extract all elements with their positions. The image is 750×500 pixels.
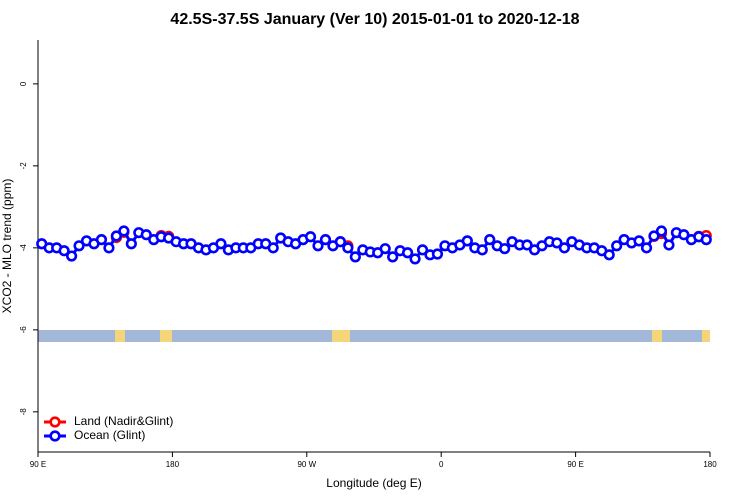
y-tick-label: -8 [19, 408, 28, 416]
data-point [379, 243, 391, 255]
data-point [431, 248, 444, 260]
data-point [65, 250, 78, 262]
data-point [103, 242, 115, 254]
data-point [140, 229, 152, 241]
data-point [663, 239, 675, 251]
data-point [304, 231, 317, 243]
data-point [551, 237, 563, 249]
land-patch [115, 330, 125, 342]
data-point [648, 230, 660, 242]
surface-strip [38, 330, 710, 342]
data-point [499, 243, 511, 255]
data-point [110, 230, 122, 242]
data-point [215, 238, 227, 250]
data-point [611, 240, 623, 252]
land-patch [332, 330, 350, 342]
y-tick-label: -6 [19, 326, 28, 334]
data-point [387, 251, 399, 263]
data-point [125, 238, 137, 250]
ocean-strip [38, 330, 710, 342]
x-tick-label: 90 E [567, 460, 583, 469]
data-point [416, 244, 429, 256]
x-tick-label: 90 W [297, 460, 316, 469]
data-point [342, 242, 354, 254]
data-point [461, 235, 473, 247]
data-point [558, 242, 571, 254]
data-point [484, 234, 496, 246]
x-tick-label: 0 [439, 460, 444, 469]
x-tick-label: 90 E [30, 460, 46, 469]
data-point [633, 235, 645, 247]
legend-marker [49, 430, 61, 442]
data-point [73, 240, 85, 252]
y-tick-label: -4 [19, 244, 28, 252]
y-tick-label: -2 [19, 162, 28, 170]
x-tick-label: 180 [166, 460, 180, 469]
data-point [58, 245, 70, 257]
x-tick-label: 180 [703, 460, 717, 469]
land-patch [160, 330, 172, 342]
data-point [118, 225, 130, 237]
data-point [312, 240, 324, 252]
data-point [678, 229, 690, 241]
y-tick-label: 0 [19, 81, 28, 86]
data-point [349, 251, 361, 263]
data-point [603, 249, 615, 261]
data-point [319, 234, 332, 246]
data-point [334, 236, 347, 248]
data-point [640, 242, 653, 254]
data-point [476, 244, 488, 256]
legend-label: Land (Nadir&Glint) [74, 414, 173, 428]
land-patch [652, 330, 662, 342]
data-point [655, 225, 668, 237]
data-point [402, 247, 414, 259]
legend-label: Ocean (Glint) [74, 428, 145, 442]
data-point [700, 234, 712, 246]
data-point [267, 242, 279, 254]
data-point [521, 239, 533, 251]
chart-title: 42.5S-37.5S January (Ver 10) 2015-01-01 … [170, 11, 579, 28]
data-point [95, 234, 108, 246]
y-axis-title: XCO2 - MLO trend (ppm) [0, 179, 14, 314]
x-axis-title: Longitude (deg E) [326, 476, 421, 490]
legend-marker [49, 416, 61, 428]
data-point [409, 253, 421, 265]
land-patch [702, 330, 710, 342]
